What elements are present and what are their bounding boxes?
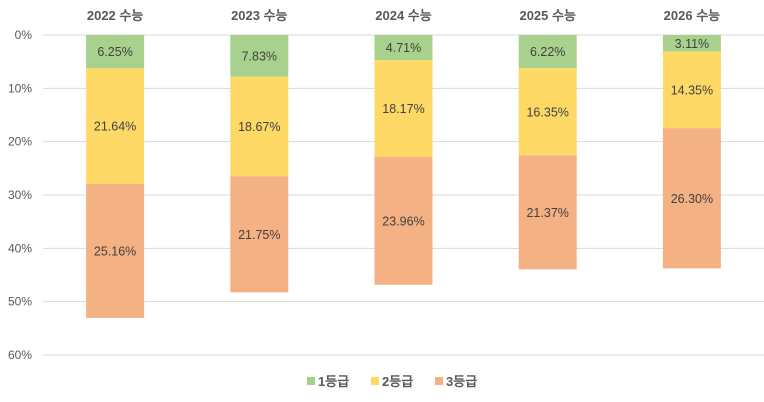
legend-label: 3등급 xyxy=(446,374,477,389)
y-tick-label: 40% xyxy=(8,241,32,255)
data-label: 26.30% xyxy=(671,192,713,206)
data-label: 14.35% xyxy=(671,83,713,97)
bar-segment-3 xyxy=(374,157,433,285)
y-tick-label: 0% xyxy=(15,28,33,42)
data-label: 18.67% xyxy=(238,120,280,134)
legend-swatch-2 xyxy=(371,377,379,385)
bar-segment-2 xyxy=(518,68,577,156)
y-tick-label: 30% xyxy=(8,188,32,202)
data-label: 4.71% xyxy=(386,41,421,55)
legend-swatch-3 xyxy=(435,377,443,385)
bar-segment-1 xyxy=(86,35,145,69)
data-label: 7.83% xyxy=(242,49,277,63)
data-label: 16.35% xyxy=(526,105,568,119)
data-label: 23.96% xyxy=(382,214,424,228)
legend-swatch-1 xyxy=(307,377,315,385)
bar-segment-1 xyxy=(662,35,721,52)
bar-segment-3 xyxy=(230,176,289,293)
category-label: 2024 수능 xyxy=(375,8,431,23)
legend-label: 2등급 xyxy=(382,374,413,389)
y-tick-label: 60% xyxy=(8,348,32,362)
bar-segment-2 xyxy=(374,60,433,158)
bar-segment-2 xyxy=(86,68,145,184)
data-label: 21.75% xyxy=(238,228,280,242)
y-tick-label: 10% xyxy=(8,81,32,95)
bar-segment-2 xyxy=(230,76,289,177)
bar-segment-3 xyxy=(86,183,145,318)
bar-segment-3 xyxy=(518,155,577,270)
data-label: 18.17% xyxy=(382,102,424,116)
bar-segment-1 xyxy=(230,35,289,77)
y-tick-label: 20% xyxy=(8,135,32,149)
bar-segment-1 xyxy=(518,35,577,69)
legend-label: 1등급 xyxy=(318,374,349,389)
data-label: 6.22% xyxy=(530,45,565,59)
category-label: 2026 수능 xyxy=(664,8,720,23)
category-label: 2023 수능 xyxy=(231,8,287,23)
category-label: 2022 수능 xyxy=(87,8,143,23)
data-label: 6.25% xyxy=(97,45,132,59)
data-label: 21.37% xyxy=(526,206,568,220)
data-label: 3.11% xyxy=(675,37,710,51)
data-label: 21.64% xyxy=(94,120,136,134)
bar-segment-3 xyxy=(662,128,721,269)
category-label: 2025 수능 xyxy=(519,8,575,23)
y-tick-label: 50% xyxy=(8,295,32,309)
bar-segment-2 xyxy=(662,51,721,129)
data-label: 25.16% xyxy=(94,244,136,258)
bar-segment-1 xyxy=(374,35,433,61)
